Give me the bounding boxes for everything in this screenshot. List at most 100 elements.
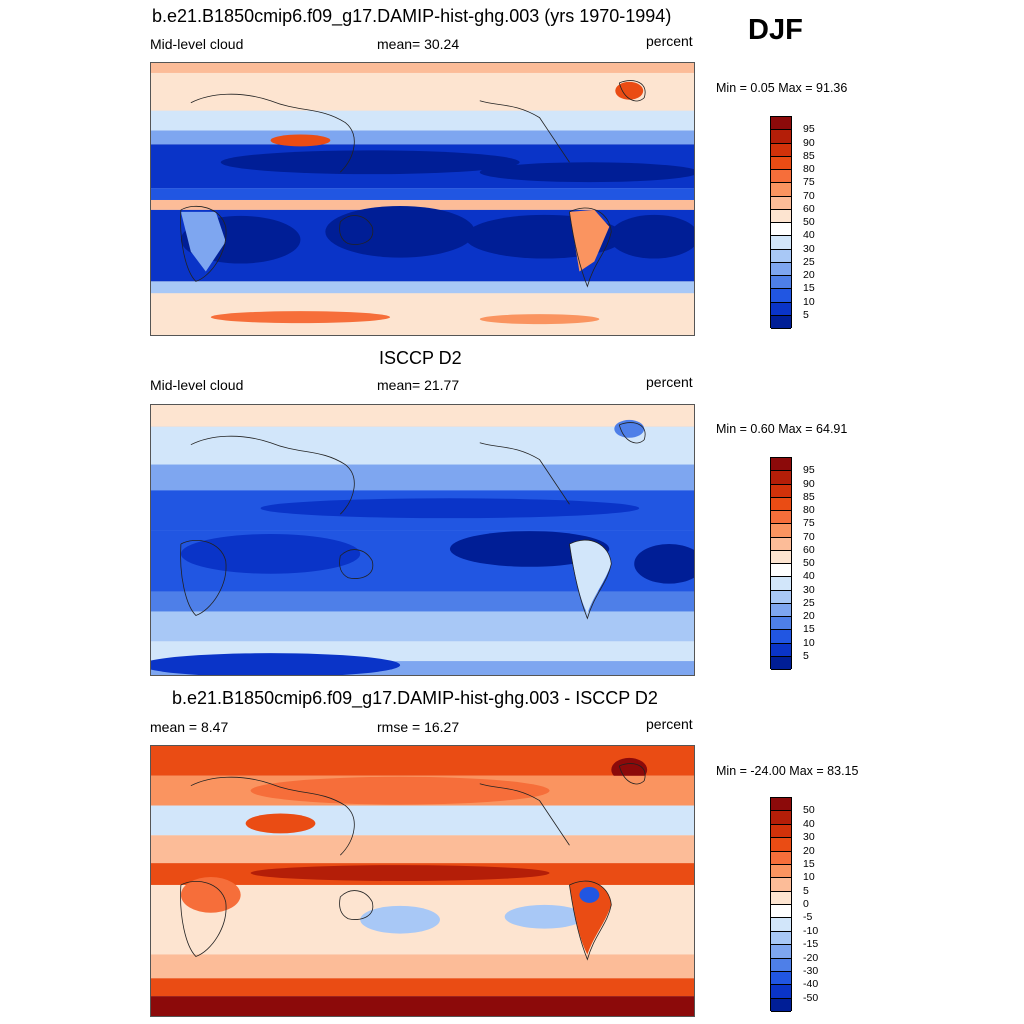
colorbar-swatch xyxy=(771,249,791,263)
colorbar-tick-label: 50 xyxy=(803,216,815,228)
panel3-title: b.e21.B1850cmip6.f09_g17.DAMIP-hist-ghg.… xyxy=(172,688,658,708)
colorbar-swatch xyxy=(771,878,791,892)
colorbar-swatch xyxy=(771,905,791,919)
colorbar-tick-label: -5 xyxy=(803,911,813,924)
colorbar-swatch xyxy=(771,617,791,631)
panel1-contour-field xyxy=(151,63,694,335)
panel2-mean-label: mean= 21.77 xyxy=(377,377,460,393)
colorbar-tick-label: 60 xyxy=(803,202,815,215)
colorbar-swatch xyxy=(771,550,791,564)
colorbar-swatch xyxy=(771,838,791,852)
colorbar-swatch xyxy=(771,511,791,525)
colorbar-tick-label: -15 xyxy=(803,938,819,951)
colorbar-swatch xyxy=(771,262,791,276)
colorbar-swatch xyxy=(771,537,791,551)
colorbar-tick-label: -10 xyxy=(803,924,819,937)
colorbar-swatch xyxy=(771,302,791,316)
panel2-contour-field xyxy=(151,405,694,675)
colorbar-tick-label: 70 xyxy=(803,189,815,202)
colorbar-tick-label: 50 xyxy=(803,557,815,569)
colorbar-swatch xyxy=(771,497,791,511)
colorbar-swatch xyxy=(771,117,791,131)
colorbar-swatch xyxy=(771,811,791,825)
colorbar-tick-label: 5 xyxy=(803,884,809,897)
colorbar-tick-label: 25 xyxy=(803,255,815,268)
colorbar-swatch xyxy=(771,130,791,144)
colorbar-swatch xyxy=(771,143,791,157)
panel2-units-label: percent xyxy=(646,374,693,390)
colorbar-swatch xyxy=(771,196,791,210)
colorbar-swatch xyxy=(771,156,791,170)
colorbar-tick-label: 90 xyxy=(803,477,815,490)
colorbar-tick-label: 10 xyxy=(803,636,815,649)
colorbar-swatch xyxy=(771,577,791,591)
colorbar-tick-label: 20 xyxy=(803,610,815,622)
colorbar-tick-label: 20 xyxy=(803,844,815,857)
colorbar-tick-label: 75 xyxy=(803,517,815,530)
colorbar-swatch xyxy=(771,524,791,538)
colorbar-tick-label: -20 xyxy=(803,951,819,964)
colorbar-tick-label: 75 xyxy=(803,176,815,189)
colorbar-swatch xyxy=(771,471,791,485)
colorbar-tick-label: 30 xyxy=(803,583,815,596)
colorbar-swatch xyxy=(771,170,791,184)
panel2-colorbar xyxy=(770,457,792,670)
colorbar-tick-label: 10 xyxy=(803,871,815,884)
panel1-title: b.e21.B1850cmip6.f09_g17.DAMIP-hist-ghg.… xyxy=(152,6,672,26)
colorbar-swatch xyxy=(771,643,791,657)
colorbar-tick-label: -30 xyxy=(803,964,819,977)
colorbar-swatch xyxy=(771,276,791,290)
colorbar-swatch xyxy=(771,209,791,223)
colorbar-tick-label: 5 xyxy=(803,649,809,662)
panel1-map xyxy=(150,62,695,336)
colorbar-tick-label: 95 xyxy=(803,123,815,136)
colorbar-tick-label: 30 xyxy=(803,242,815,255)
colorbar-tick-label: 80 xyxy=(803,504,815,516)
colorbar-swatch xyxy=(771,945,791,959)
panel2-title: ISCCP D2 xyxy=(379,348,462,368)
panel3-map xyxy=(150,745,695,1017)
colorbar-tick-label: 15 xyxy=(803,857,815,870)
season-label: DJF xyxy=(748,14,803,46)
colorbar-tick-label: 60 xyxy=(803,543,815,556)
colorbar-tick-label: 90 xyxy=(803,136,815,149)
colorbar-swatch xyxy=(771,958,791,972)
colorbar-swatch xyxy=(771,798,791,812)
colorbar-tick-label: 80 xyxy=(803,163,815,175)
colorbar-swatch xyxy=(771,484,791,498)
panel2-variable-label: Mid-level cloud xyxy=(150,377,244,393)
panel3-rmse-label: rmse = 16.27 xyxy=(377,719,460,735)
colorbar-tick-label: -40 xyxy=(803,978,819,991)
colorbar-tick-label: 40 xyxy=(803,817,815,830)
panel3-mean-label: mean = 8.47 xyxy=(150,719,229,735)
panel2-minmax: Min = 0.60 Max = 64.91 xyxy=(716,422,848,436)
colorbar-swatch xyxy=(771,630,791,644)
colorbar-swatch xyxy=(771,289,791,303)
panel1-colorbar xyxy=(770,116,792,329)
colorbar-swatch xyxy=(771,985,791,999)
colorbar-swatch xyxy=(771,236,791,250)
panel3-contour-field xyxy=(151,746,694,1016)
colorbar-tick-label: -50 xyxy=(803,991,819,1004)
colorbar-tick-label: 40 xyxy=(803,570,815,583)
panel2-map xyxy=(150,404,695,676)
colorbar-swatch xyxy=(771,183,791,197)
colorbar-swatch xyxy=(771,315,791,329)
panel1-units-label: percent xyxy=(646,33,693,49)
panel1-minmax: Min = 0.05 Max = 91.36 xyxy=(716,81,848,95)
colorbar-swatch xyxy=(771,971,791,986)
colorbar-swatch xyxy=(771,918,791,932)
colorbar-swatch xyxy=(771,603,791,617)
colorbar-tick-label: 0 xyxy=(803,898,809,910)
colorbar-tick-label: 50 xyxy=(803,804,815,817)
panel1-mean-label: mean= 30.24 xyxy=(377,36,460,52)
colorbar-swatch xyxy=(771,864,791,879)
colorbar-swatch xyxy=(771,590,791,604)
colorbar-tick-label: 85 xyxy=(803,490,815,503)
colorbar-swatch xyxy=(771,998,791,1012)
panel3-units-label: percent xyxy=(646,716,693,732)
colorbar-swatch xyxy=(771,458,791,472)
colorbar-tick-label: 40 xyxy=(803,229,815,242)
colorbar-tick-label: 85 xyxy=(803,149,815,162)
colorbar-tick-label: 15 xyxy=(803,623,815,636)
